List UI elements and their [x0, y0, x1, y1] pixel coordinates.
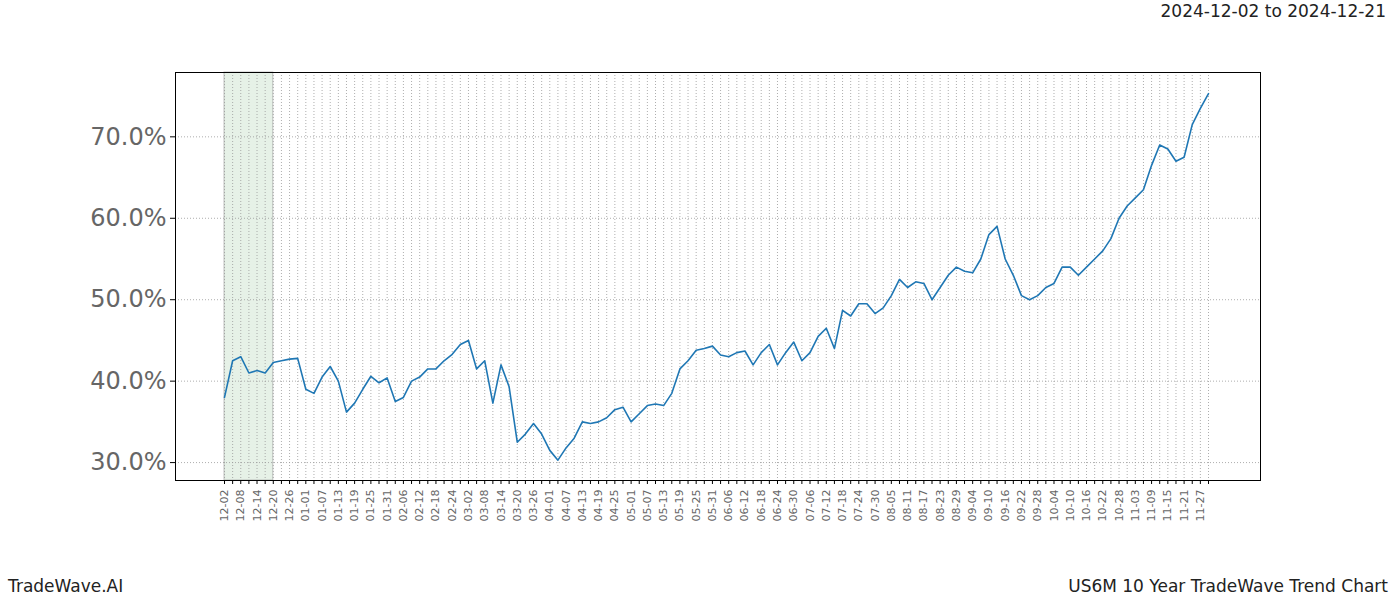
- svg-text:12-14: 12-14: [251, 490, 264, 522]
- svg-text:06-30: 06-30: [787, 490, 800, 522]
- svg-text:07-18: 07-18: [836, 490, 849, 522]
- svg-text:04-25: 04-25: [608, 490, 621, 522]
- svg-text:10-04: 10-04: [1048, 490, 1061, 522]
- svg-text:11-27: 11-27: [1194, 490, 1207, 522]
- svg-text:09-04: 09-04: [966, 490, 979, 522]
- svg-text:10-28: 10-28: [1113, 490, 1126, 522]
- svg-text:05-13: 05-13: [657, 490, 670, 522]
- svg-text:07-06: 07-06: [804, 490, 817, 522]
- html-text:TradeWave.AI: TradeWave.AI: [8, 576, 124, 596]
- svg-text:03-20: 03-20: [511, 490, 524, 522]
- svg-text:04-19: 04-19: [592, 490, 605, 522]
- svg-text:60.0%: 60.0%: [90, 204, 166, 232]
- svg-text:40.0%: 40.0%: [90, 367, 166, 395]
- svg-text:05-07: 05-07: [641, 490, 654, 522]
- svg-text:11-09: 11-09: [1145, 490, 1158, 522]
- svg-text:02-18: 02-18: [429, 490, 442, 522]
- svg-text:06-24: 06-24: [771, 490, 784, 522]
- html-text:2024-12-02 to 2024-12-21: 2024-12-02 to 2024-12-21: [1160, 1, 1386, 21]
- svg-text:12-20: 12-20: [267, 490, 280, 522]
- svg-text:03-26: 03-26: [527, 490, 540, 522]
- svg-text:04-13: 04-13: [576, 490, 589, 522]
- svg-text:70.0%: 70.0%: [90, 123, 166, 151]
- svg-text:12-26: 12-26: [283, 490, 296, 522]
- svg-text:01-25: 01-25: [364, 490, 377, 522]
- svg-text:11-21: 11-21: [1178, 490, 1191, 522]
- svg-text:01-07: 01-07: [316, 490, 329, 522]
- svg-text:11-03: 11-03: [1129, 490, 1142, 522]
- svg-text:07-30: 07-30: [869, 490, 882, 522]
- svg-text:05-01: 05-01: [625, 490, 638, 522]
- svg-text:02-12: 02-12: [413, 490, 426, 522]
- svg-text:11-15: 11-15: [1161, 490, 1174, 522]
- svg-text:01-19: 01-19: [348, 490, 361, 522]
- svg-text:05-31: 05-31: [706, 490, 719, 522]
- svg-text:01-13: 01-13: [332, 490, 345, 522]
- svg-text:08-17: 08-17: [917, 490, 930, 522]
- svg-text:09-28: 09-28: [1031, 490, 1044, 522]
- svg-text:02-24: 02-24: [446, 490, 459, 522]
- svg-text:12-02: 12-02: [218, 490, 231, 522]
- svg-text:12-08: 12-08: [234, 490, 247, 522]
- svg-text:02-06: 02-06: [397, 490, 410, 522]
- svg-text:03-08: 03-08: [478, 490, 491, 522]
- svg-text:09-16: 09-16: [999, 490, 1012, 522]
- svg-text:07-24: 07-24: [852, 490, 865, 522]
- svg-text:05-19: 05-19: [673, 490, 686, 522]
- svg-text:08-05: 08-05: [885, 490, 898, 522]
- svg-text:10-22: 10-22: [1096, 490, 1109, 522]
- svg-text:04-01: 04-01: [543, 490, 556, 522]
- svg-text:01-31: 01-31: [381, 490, 394, 522]
- svg-text:06-06: 06-06: [722, 490, 735, 522]
- svg-text:50.0%: 50.0%: [90, 285, 166, 313]
- svg-text:06-12: 06-12: [738, 490, 751, 522]
- svg-text:04-07: 04-07: [560, 490, 573, 522]
- svg-text:30.0%: 30.0%: [90, 448, 166, 476]
- svg-text:10-10: 10-10: [1064, 490, 1077, 522]
- svg-text:06-18: 06-18: [755, 490, 768, 522]
- svg-text:03-14: 03-14: [495, 490, 508, 522]
- svg-text:09-10: 09-10: [982, 490, 995, 522]
- svg-text:08-23: 08-23: [934, 490, 947, 522]
- svg-text:05-25: 05-25: [690, 490, 703, 522]
- svg-text:10-16: 10-16: [1080, 490, 1093, 522]
- html-text:US6M 10 Year TradeWave Trend C: US6M 10 Year TradeWave Trend Chart: [1068, 576, 1388, 596]
- svg-text:01-01: 01-01: [299, 490, 312, 522]
- svg-text:07-12: 07-12: [820, 490, 833, 522]
- svg-text:03-02: 03-02: [462, 490, 475, 522]
- svg-text:08-29: 08-29: [950, 490, 963, 522]
- svg-text:08-11: 08-11: [901, 490, 914, 522]
- svg-text:09-22: 09-22: [1015, 490, 1028, 522]
